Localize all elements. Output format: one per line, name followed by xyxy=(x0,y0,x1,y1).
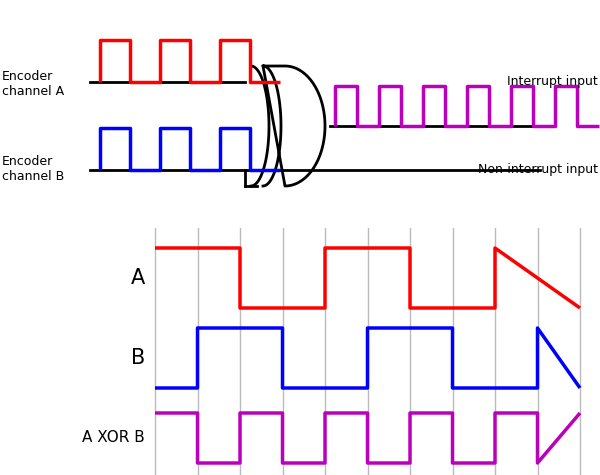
Text: Interrupt input: Interrupt input xyxy=(507,76,598,88)
Text: B: B xyxy=(131,348,145,368)
Text: Non-interrupt input: Non-interrupt input xyxy=(478,163,598,177)
Text: Encoder
channel B: Encoder channel B xyxy=(2,155,64,183)
Text: Encoder
channel A: Encoder channel A xyxy=(2,70,64,98)
Text: A XOR B: A XOR B xyxy=(82,430,145,446)
Text: A: A xyxy=(131,268,145,288)
